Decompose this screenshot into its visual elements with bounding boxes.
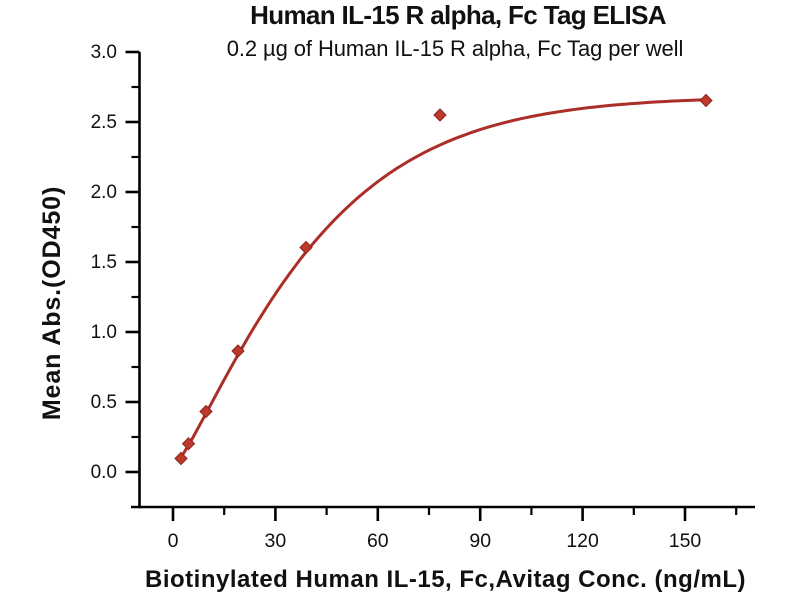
svg-text:0.0: 0.0 (91, 462, 117, 483)
svg-text:2.0: 2.0 (91, 182, 117, 203)
svg-text:120: 120 (566, 530, 599, 552)
svg-text:Biotinylated Human IL-15, Fc,A: Biotinylated Human IL-15, Fc,Avitag Conc… (145, 566, 746, 593)
svg-text:90: 90 (469, 530, 491, 552)
svg-text:1.5: 1.5 (91, 252, 117, 273)
svg-text:60: 60 (367, 530, 389, 552)
svg-text:30: 30 (265, 530, 287, 552)
svg-text:2.5: 2.5 (91, 112, 117, 133)
svg-text:0: 0 (168, 530, 179, 552)
svg-text:3.0: 3.0 (91, 42, 117, 63)
svg-text:0.5: 0.5 (91, 392, 117, 413)
svg-text:150: 150 (669, 530, 702, 552)
svg-text:Human IL-15 R alpha, Fc Tag EL: Human IL-15 R alpha, Fc Tag ELISA (250, 0, 667, 30)
svg-text:Mean Abs.(OD450): Mean Abs.(OD450) (38, 186, 66, 420)
svg-text:0.2 µg of Human IL-15 R alpha,: 0.2 µg of Human IL-15 R alpha, Fc Tag pe… (227, 36, 683, 61)
svg-text:1.0: 1.0 (91, 322, 117, 343)
